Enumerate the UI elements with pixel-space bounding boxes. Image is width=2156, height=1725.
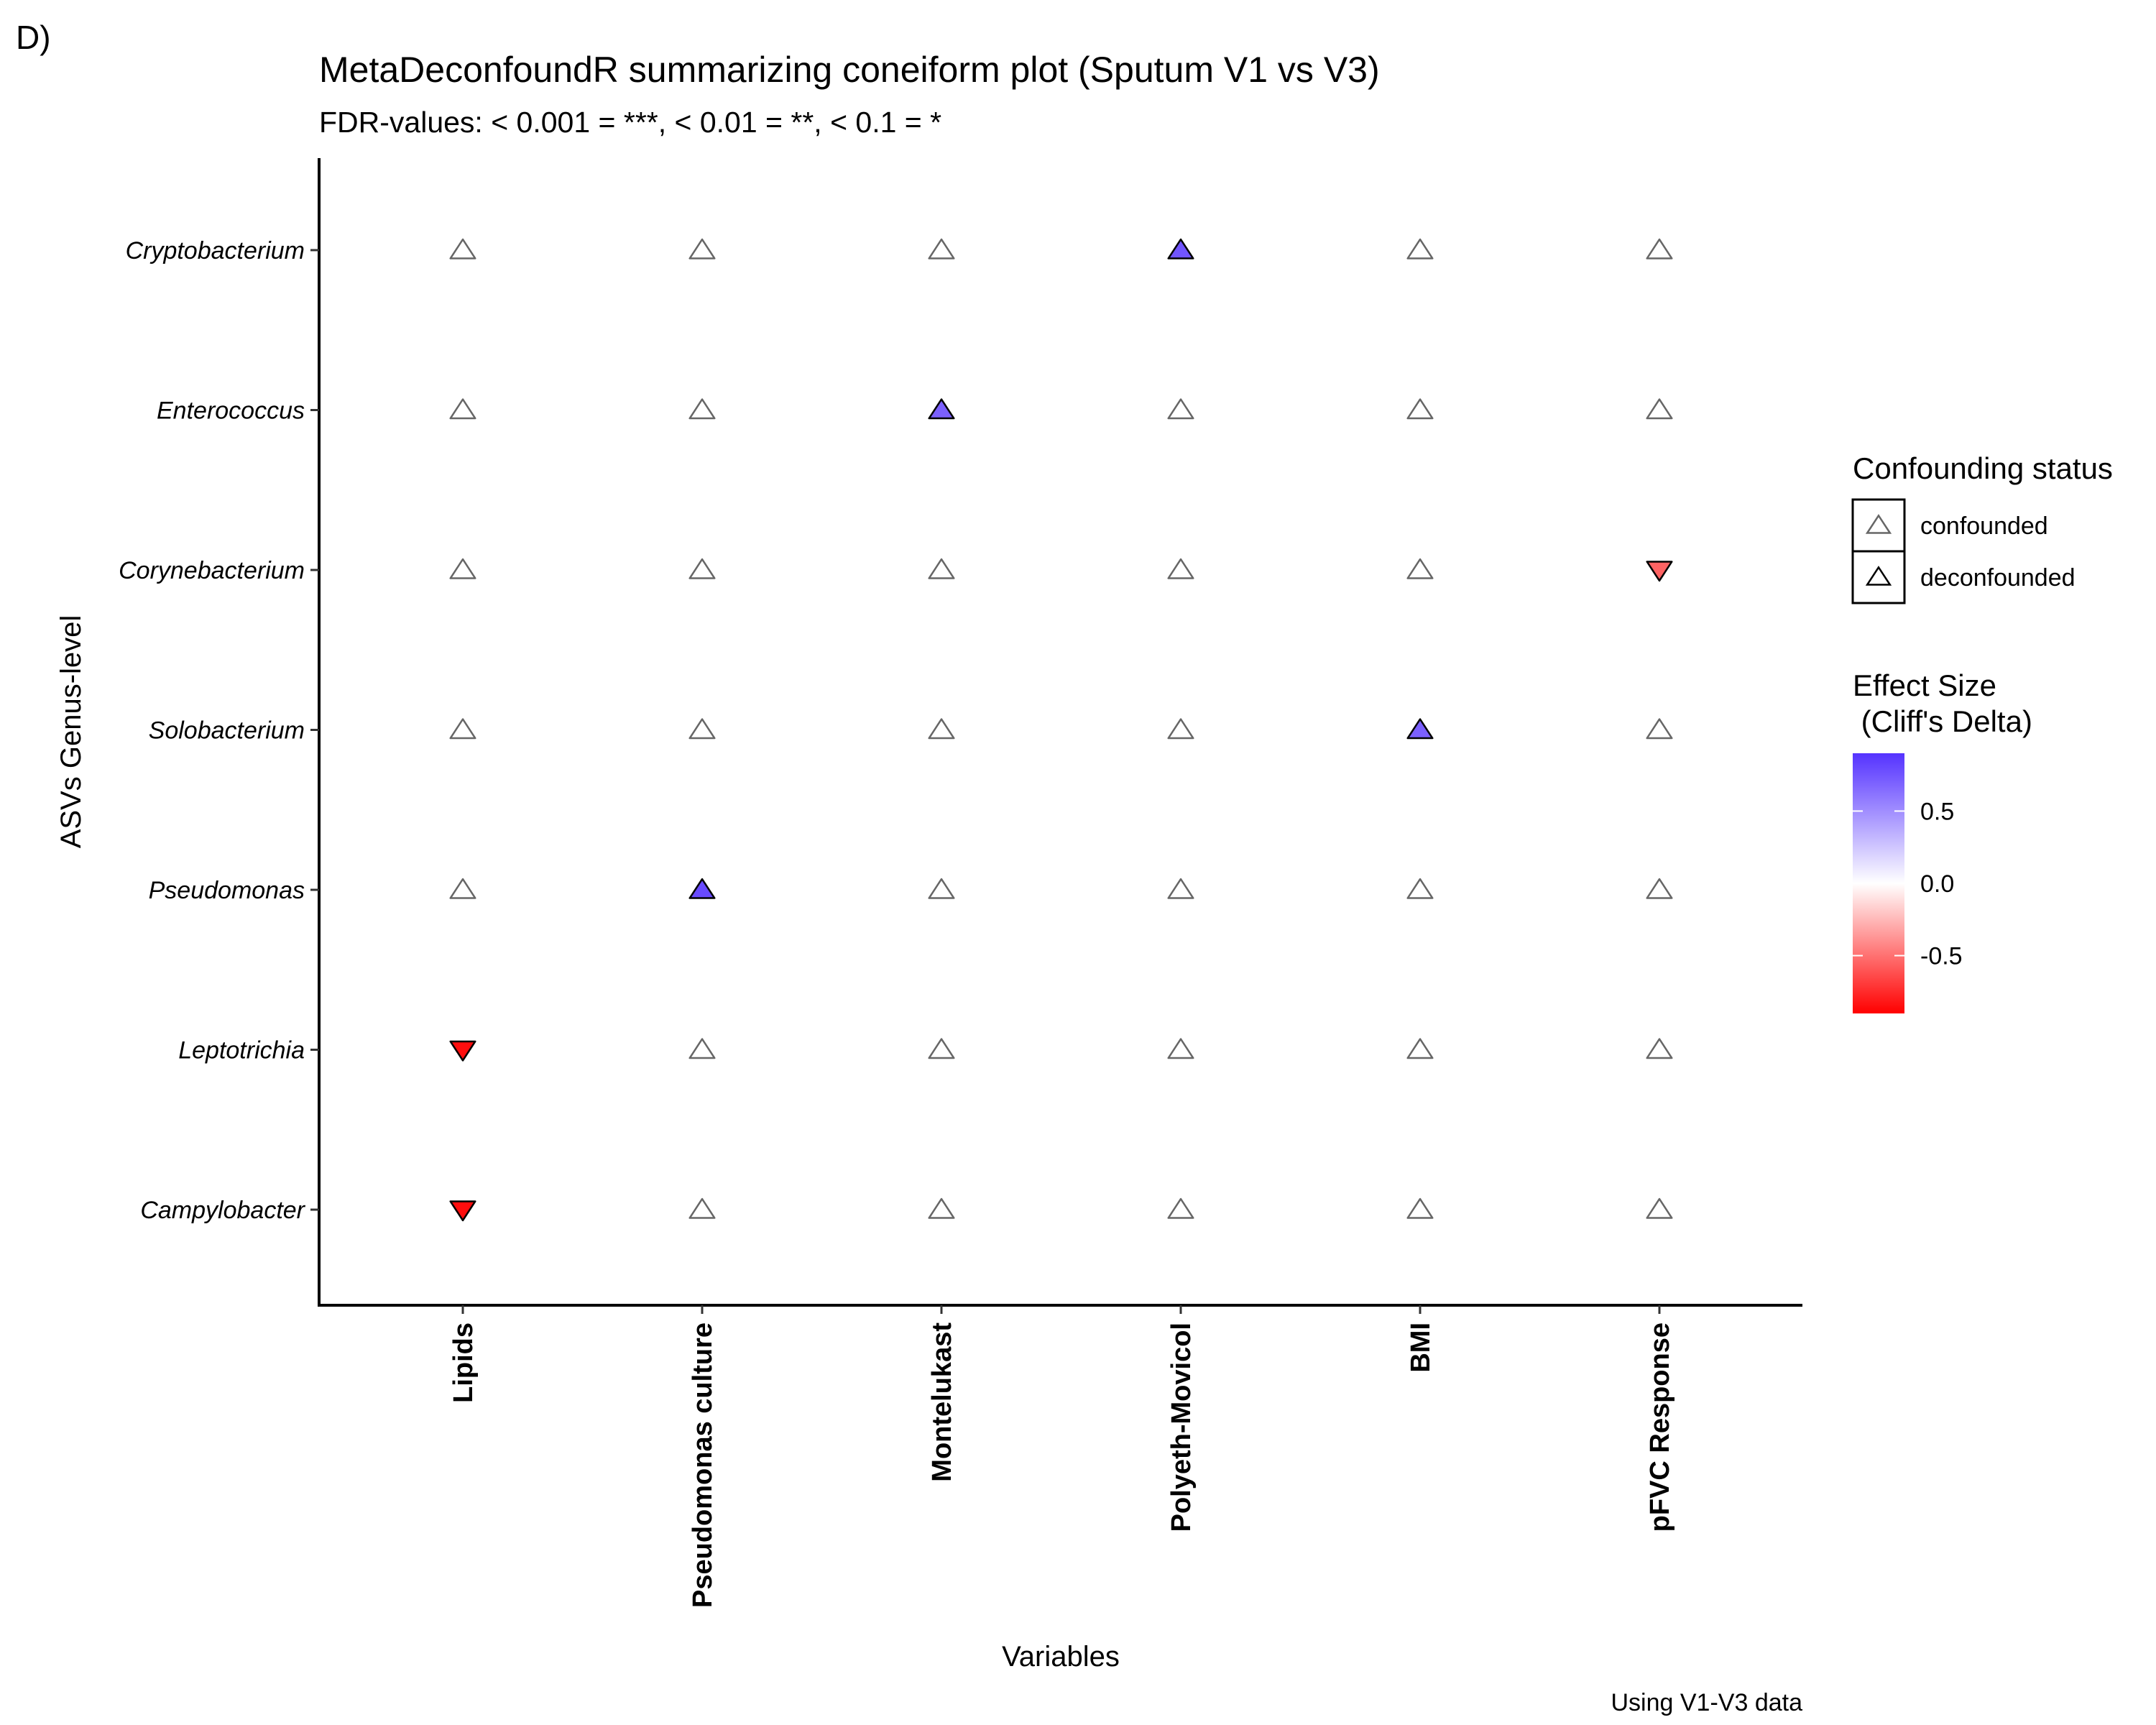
y-axis-label: ASVs Genus-level	[55, 615, 87, 849]
y-tick-label-campylobacter: Campylobacter	[140, 1197, 305, 1224]
y-tick-label-pseudomonas: Pseudomonas	[149, 877, 305, 904]
point-cryptobacterium-bmi	[1406, 238, 1434, 259]
legend-item-confounded: confounded	[1920, 512, 2048, 540]
point-enterococcus-bmi	[1406, 398, 1434, 420]
chart-subtitle: FDR-values: < 0.001 = ***, < 0.01 = **, …	[319, 106, 941, 139]
chart-title: MetaDeconfoundR summarizing coneiform pl…	[319, 50, 1380, 90]
colorbar-tick-label-1: 0.0	[1920, 870, 1954, 898]
point-solobacterium-polyeth-movicol	[1167, 718, 1194, 740]
point-cryptobacterium-montelukast	[928, 238, 955, 259]
chart-caption: Using V1-V3 data	[1611, 1689, 1803, 1716]
legend-confounding-status: Confounding status confounded deconfound…	[1851, 451, 2113, 604]
point-pseudomonas-montelukast	[928, 878, 955, 899]
point-leptotrichia-montelukast	[928, 1038, 955, 1059]
point-solobacterium-montelukast	[928, 718, 955, 740]
point-pseudomonas-polyeth-movicol	[1167, 878, 1194, 899]
point-cryptobacterium-polyeth-movicol	[1167, 238, 1194, 259]
point-corynebacterium-polyeth-movicol	[1167, 558, 1194, 579]
plot-axes	[318, 158, 1802, 1307]
point-campylobacter-bmi	[1406, 1197, 1434, 1219]
colorbar-tick-label-0: 0.5	[1920, 798, 1954, 825]
point-enterococcus-pfvc-response	[1646, 398, 1673, 420]
x-axis-label: Variables	[1002, 1641, 1120, 1673]
legend-key-confounded-shape	[1865, 514, 1892, 534]
legend-item-deconfounded: deconfounded	[1920, 564, 2076, 592]
point-campylobacter-pfvc-response	[1646, 1197, 1673, 1219]
data-points	[449, 238, 1673, 1222]
y-tick-label-corynebacterium: Corynebacterium	[119, 557, 305, 584]
y-tick-label-solobacterium: Solobacterium	[149, 717, 305, 745]
point-campylobacter-lipids	[449, 1200, 476, 1222]
y-tick-label-cryptobacterium: Cryptobacterium	[126, 237, 305, 264]
point-corynebacterium-pfvc-response	[1646, 561, 1673, 582]
point-campylobacter-montelukast	[928, 1197, 955, 1219]
y-tick-label-leptotrichia: Leptotrichia	[178, 1037, 305, 1064]
point-leptotrichia-pfvc-response	[1646, 1038, 1673, 1059]
point-enterococcus-montelukast	[928, 398, 955, 420]
point-pseudomonas-pfvc-response	[1646, 878, 1673, 899]
point-solobacterium-pfvc-response	[1646, 718, 1673, 740]
point-solobacterium-pseudomonas-culture	[688, 718, 716, 740]
point-solobacterium-lipids	[449, 718, 476, 740]
point-corynebacterium-lipids	[449, 558, 476, 579]
point-cryptobacterium-lipids	[449, 238, 476, 259]
point-leptotrichia-pseudomonas-culture	[688, 1038, 716, 1059]
x-tick-label-polyeth-movicol: Polyeth-Movicol	[1166, 1322, 1197, 1532]
x-tick-label-montelukast: Montelukast	[927, 1322, 957, 1482]
legend-key-deconfounded-shape	[1865, 566, 1892, 586]
y-axis-ticks: Cryptobacterium Enterococcus Corynebacteri…	[119, 237, 319, 1224]
x-tick-label-lipids: Lipids	[448, 1322, 479, 1403]
legend-color-title-line1: Effect Size	[1853, 668, 1996, 702]
point-cryptobacterium-pseudomonas-culture	[688, 238, 716, 259]
point-campylobacter-polyeth-movicol	[1167, 1197, 1194, 1219]
point-solobacterium-bmi	[1406, 718, 1434, 740]
point-enterococcus-lipids	[449, 398, 476, 420]
legend-shape-title: Confounding status	[1853, 451, 2113, 485]
point-enterococcus-pseudomonas-culture	[688, 398, 716, 420]
x-tick-label-pfvc-response: pFVC Response	[1645, 1322, 1675, 1532]
point-leptotrichia-bmi	[1406, 1038, 1434, 1059]
x-axis-ticks: Lipids Pseudomonas culture Montelukast Poly…	[448, 1305, 1675, 1608]
legend-color-title-line2: (Cliff's Delta)	[1853, 704, 2032, 738]
legend-key-box-2	[1851, 550, 1906, 604]
point-pseudomonas-pseudomonas-culture	[688, 878, 716, 899]
x-tick-label-bmi: BMI	[1406, 1322, 1436, 1373]
legend-effect-size: Effect Size (Cliff's Delta) 0.5 0.0 -0.5	[1853, 668, 2032, 1013]
x-tick-label-pseudomonas-culture: Pseudomonas culture	[688, 1322, 718, 1608]
y-tick-label-enterococcus: Enterococcus	[157, 397, 305, 425]
point-pseudomonas-bmi	[1406, 878, 1434, 899]
point-corynebacterium-pseudomonas-culture	[688, 558, 716, 579]
point-corynebacterium-bmi	[1406, 558, 1434, 579]
point-leptotrichia-lipids	[449, 1040, 476, 1062]
point-pseudomonas-lipids	[449, 878, 476, 899]
colorbar-tick-label-2: -0.5	[1920, 943, 1963, 970]
legend-key-box-1	[1851, 498, 1906, 553]
point-corynebacterium-montelukast	[928, 558, 955, 579]
point-leptotrichia-polyeth-movicol	[1167, 1038, 1194, 1059]
point-cryptobacterium-pfvc-response	[1646, 238, 1673, 259]
panel-label: D)	[16, 19, 51, 56]
point-enterococcus-polyeth-movicol	[1167, 398, 1194, 420]
point-campylobacter-pseudomonas-culture	[688, 1197, 716, 1219]
